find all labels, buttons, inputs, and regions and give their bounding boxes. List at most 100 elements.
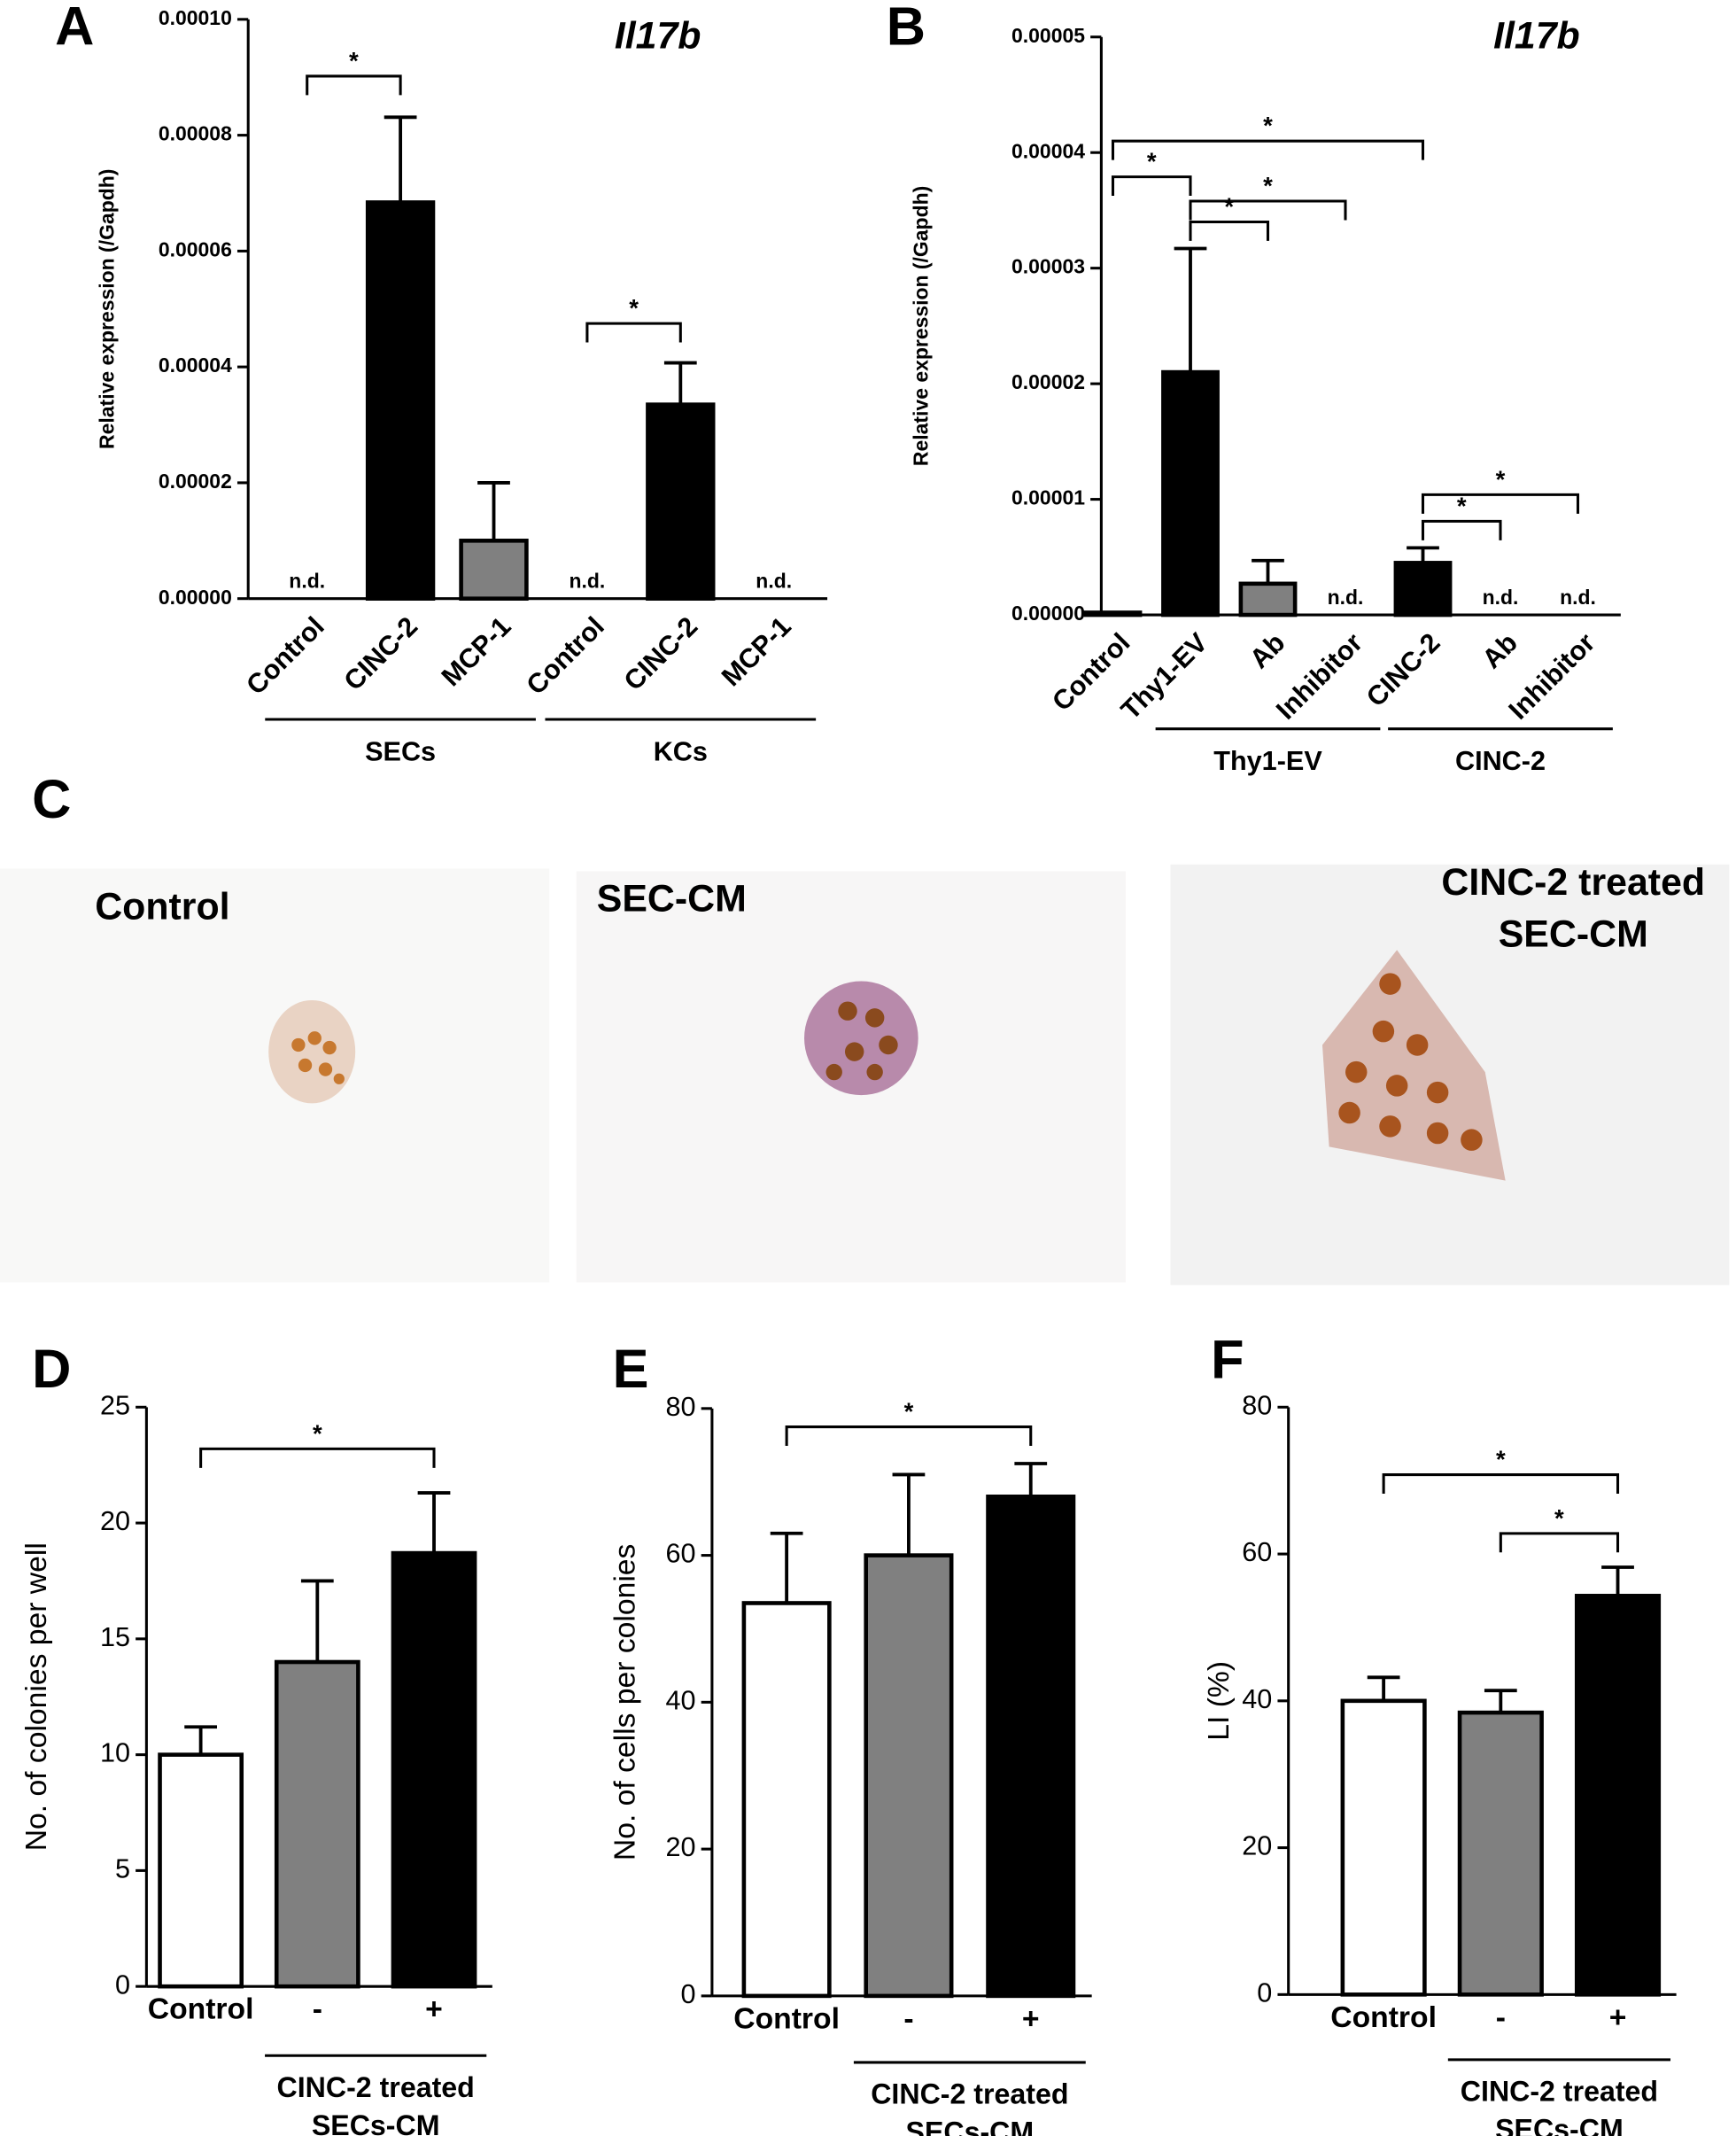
nuclei <box>825 1001 898 1081</box>
y-axis-label: No. of cells per colonies <box>608 1544 641 1860</box>
panel-letter: E <box>613 1339 649 1399</box>
value-label: n.d. <box>756 569 792 592</box>
significance-label: * <box>1224 192 1234 220</box>
cell-colony <box>804 981 918 1096</box>
nuclei <box>1338 973 1483 1151</box>
x-tick-label: Ab <box>1244 627 1291 674</box>
x-tick-label: Control <box>1330 2001 1437 2034</box>
chart-title: Il17b <box>1493 15 1580 58</box>
y-tick-label: 20 <box>100 1506 130 1536</box>
x-tick-label: MCP-1 <box>716 611 796 692</box>
significance-bracket <box>1189 220 1270 241</box>
y-tick-label: 0 <box>1257 1977 1272 2008</box>
error-bar <box>1407 546 1439 563</box>
significance-label: * <box>1147 148 1157 175</box>
significance-bracket <box>306 74 402 96</box>
bar <box>741 1601 832 1999</box>
significance-bracket <box>1421 519 1502 540</box>
error-bar <box>1601 1565 1634 1596</box>
error-bar <box>1367 1675 1400 1701</box>
significance-bracket <box>785 1425 1033 1446</box>
y-tick-label: 0 <box>115 1969 130 2000</box>
group-label: SECs <box>365 736 436 766</box>
bar <box>986 1495 1076 1999</box>
micrograph-backgrounds <box>0 864 1730 1285</box>
y-tick-label: 5 <box>115 1853 130 1884</box>
y-tick-label: 0.00010 <box>159 6 232 29</box>
y-tick-label: 0.00002 <box>1011 370 1085 393</box>
significance-bracket <box>1421 493 1580 514</box>
y-tick-label: 0.00000 <box>159 586 232 609</box>
error-bar <box>892 1472 926 1556</box>
x-tick-label: - <box>1496 2001 1506 2034</box>
micrograph-label: CINC-2 treated <box>1441 861 1705 904</box>
x-tick-label: MCP-1 <box>436 611 516 692</box>
y-tick-label: 0.00005 <box>1011 24 1085 47</box>
y-tick-label: 20 <box>1242 1831 1272 1861</box>
error-bar <box>1484 1689 1517 1713</box>
x-tick-label: - <box>903 2002 913 2035</box>
y-tick-label: 0 <box>681 1979 696 2009</box>
y-tick-label: 0.00004 <box>159 353 232 377</box>
panel-letter: B <box>887 0 926 56</box>
x-tick-label: - <box>313 1993 322 2026</box>
bar <box>864 1553 954 1999</box>
significance-label: * <box>1496 465 1506 493</box>
significance-bracket <box>1189 199 1347 221</box>
group-label: Thy1-EV <box>1213 746 1322 776</box>
y-tick-label: 0.00008 <box>159 122 232 145</box>
y-tick-label: 0.00006 <box>159 237 232 260</box>
group-label: SECs-CM <box>1495 2114 1624 2136</box>
significance-label: * <box>313 1419 322 1447</box>
x-tick-label: Control <box>521 611 610 701</box>
significance-label: * <box>1263 172 1273 199</box>
chart-title: Il17b <box>615 15 701 58</box>
error-bar <box>300 1579 334 1663</box>
y-tick-label: 80 <box>665 1392 695 1422</box>
y-axis-label: Relative expression (/Gapdh) <box>909 186 932 466</box>
significance-label: * <box>1457 492 1467 519</box>
x-tick-label: + <box>425 1993 443 2026</box>
bar <box>1574 1594 1662 1997</box>
panel-letter: D <box>32 1339 71 1399</box>
bar <box>1238 581 1298 617</box>
group-label: SECs-CM <box>906 2117 1035 2136</box>
bar <box>274 1659 360 1989</box>
micrograph-label: Control <box>95 886 229 928</box>
bar <box>158 1752 244 1989</box>
significance-bracket <box>1111 175 1192 197</box>
y-tick-label: 60 <box>1242 1537 1272 1567</box>
y-tick-label: 0.00003 <box>1011 255 1085 278</box>
bar <box>1161 369 1220 617</box>
significance-bracket <box>585 322 682 343</box>
value-label: n.d. <box>1483 586 1519 609</box>
panel-letter: A <box>55 0 94 56</box>
y-tick-label: 0.00002 <box>159 470 232 493</box>
significance-label: * <box>1496 1446 1506 1473</box>
significance-bracket <box>1111 139 1425 160</box>
significance-label: * <box>629 294 639 322</box>
x-tick-label: CINC-2 <box>618 611 703 696</box>
error-bar <box>477 481 510 541</box>
significance-label: * <box>1263 112 1273 139</box>
y-axis-label: LI (%) <box>1203 1661 1236 1741</box>
bar <box>391 1550 477 1989</box>
y-axis-label: No. of colonies per well <box>20 1542 53 1851</box>
cell-colony <box>268 999 356 1104</box>
y-tick-label: 40 <box>665 1685 695 1715</box>
value-label: n.d. <box>289 569 325 592</box>
x-tick-label: Control <box>241 611 330 701</box>
bar <box>646 402 716 601</box>
bar <box>1083 610 1143 617</box>
error-bar <box>1174 246 1207 373</box>
micrograph-label: SEC-CM <box>1499 913 1648 955</box>
y-tick-label: 40 <box>1242 1684 1272 1714</box>
significance-bracket <box>1499 1532 1620 1553</box>
cell-colony <box>1321 950 1506 1181</box>
x-tick-label: Control <box>148 1993 254 2026</box>
y-tick-label: 20 <box>665 1832 695 1862</box>
bar <box>365 200 436 601</box>
significance-label: * <box>904 1398 914 1425</box>
